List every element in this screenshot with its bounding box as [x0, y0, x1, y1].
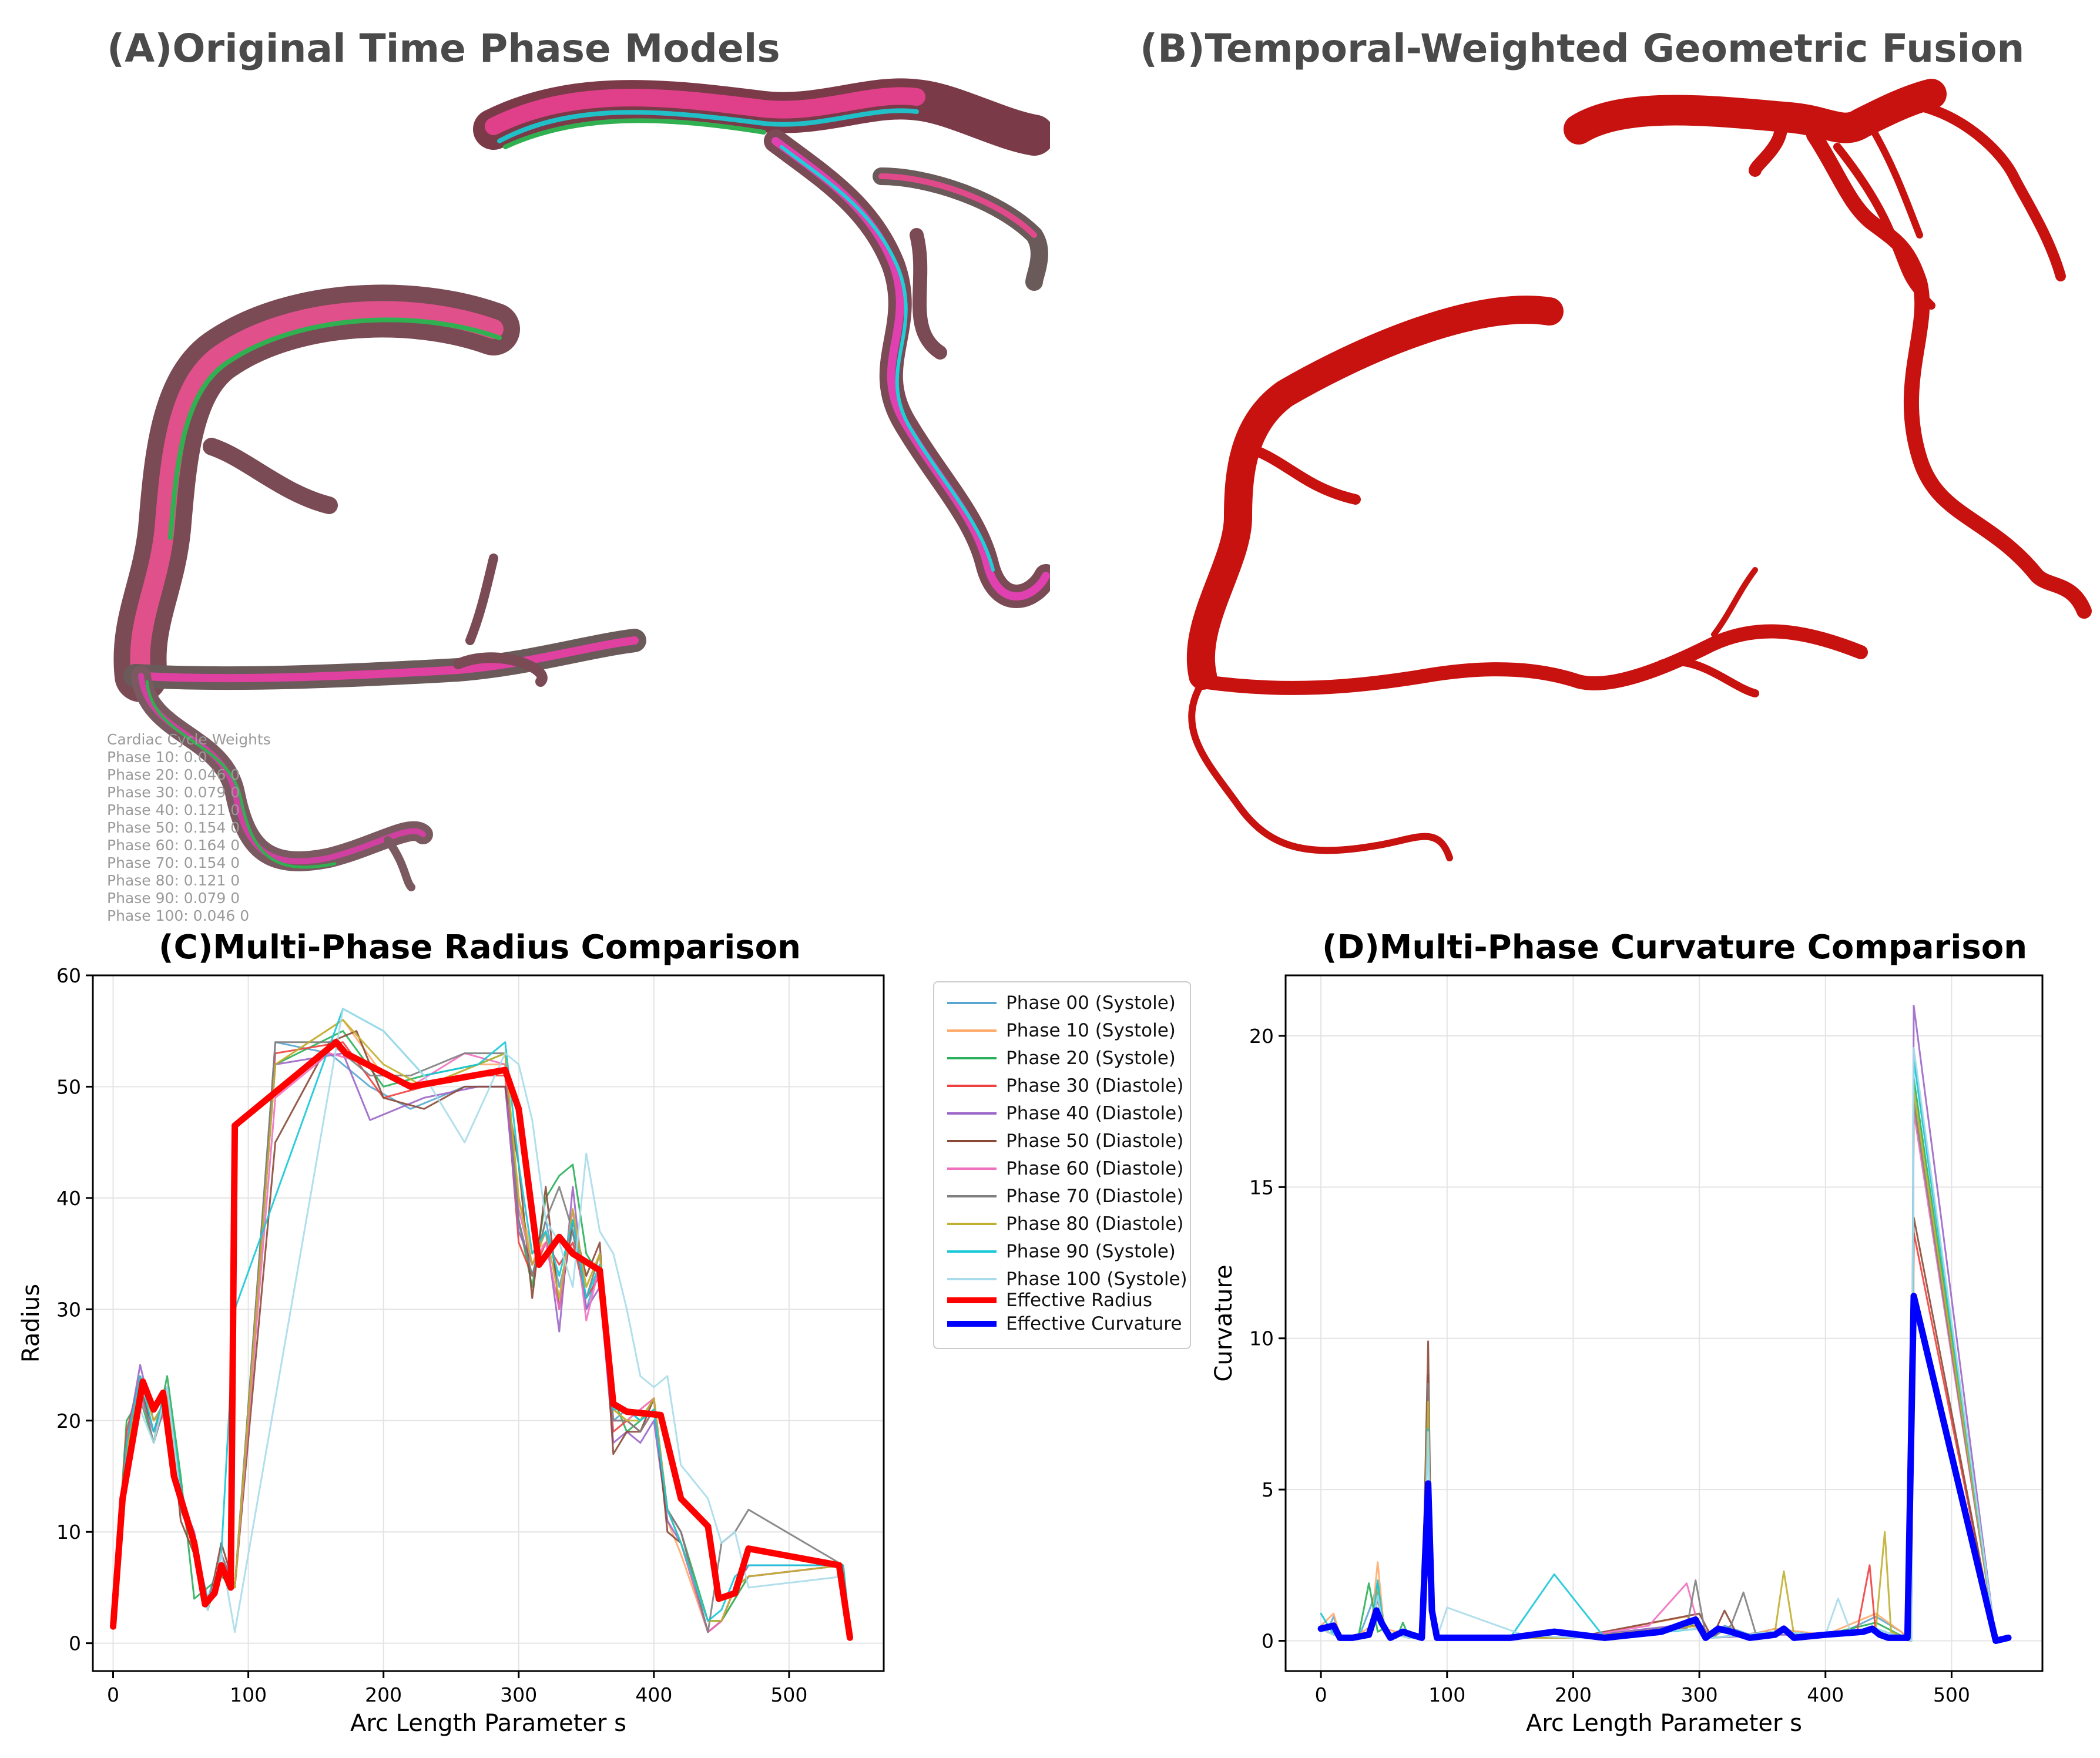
- y-tick-label: 50: [56, 1075, 81, 1098]
- legend-swatch: [947, 1002, 997, 1004]
- legend-swatch: [947, 1250, 997, 1253]
- series-line-11: [110, 1039, 853, 1641]
- y-tick-label: 30: [56, 1298, 81, 1321]
- legend-label: Phase 90 (Systole): [1006, 1241, 1176, 1262]
- legend-swatch: [947, 1057, 997, 1059]
- y-tick-label: 10: [56, 1521, 81, 1544]
- legend-label: Effective Curvature: [1006, 1313, 1182, 1334]
- legend-item: Phase 30 (Diastole): [947, 1072, 1183, 1099]
- legend-item: Phase 00 (Systole): [947, 989, 1176, 1016]
- x-tick-label: 400: [635, 1683, 672, 1706]
- phase-weight-line: Phase 60: 0.164 0: [107, 837, 240, 854]
- legend-label: Phase 70 (Diastole): [1006, 1186, 1184, 1207]
- y-tick-label: 20: [56, 1410, 81, 1432]
- legend-item: Phase 100 (Systole): [947, 1266, 1187, 1293]
- x-tick-label: 500: [770, 1683, 807, 1706]
- y-axis-label: Radius: [18, 1284, 45, 1363]
- legend-item: Phase 40 (Diastole): [947, 1100, 1183, 1127]
- legend-item: Phase 80 (Diastole): [947, 1210, 1183, 1237]
- y-tick-label: 10: [1249, 1327, 1274, 1350]
- legend-item: Phase 60 (Diastole): [947, 1155, 1183, 1182]
- chart-legend: Phase 00 (Systole) Phase 10 (Systole) Phas…: [933, 981, 1191, 1349]
- x-tick-label: 200: [365, 1683, 402, 1706]
- phase-weight-line: Phase 30: 0.079 0: [107, 784, 240, 801]
- chart-d-title: (D)Multi-Phase Curvature Comparison: [1322, 928, 2028, 967]
- x-axis-label: Arc Length Parameter s: [1526, 1710, 1802, 1737]
- legend-swatch: [947, 1029, 997, 1032]
- plot-frame: [92, 974, 885, 1672]
- legend-item: Phase 20 (Systole): [947, 1045, 1176, 1072]
- series-group: [110, 1008, 853, 1641]
- phase-weight-line: Phase 20: 0.046 0: [107, 766, 240, 783]
- legend-item: Effective Radius: [947, 1287, 1152, 1314]
- y-tick-label: 15: [1249, 1176, 1274, 1199]
- phase-weight-line: Phase 80: 0.121 0: [107, 872, 240, 889]
- x-tick-label: 0: [1315, 1683, 1327, 1706]
- grid: [1286, 975, 2042, 1671]
- x-tick-label: 500: [1933, 1683, 1970, 1706]
- legend-swatch: [947, 1223, 997, 1225]
- legend-label: Phase 40 (Diastole): [1006, 1103, 1184, 1124]
- legend-swatch: [947, 1321, 997, 1327]
- plot-frame: [1284, 974, 2044, 1672]
- legend-item: Phase 90 (Systole): [947, 1238, 1176, 1265]
- fused-vessel-tree: [1186, 79, 2092, 861]
- legend-label: Phase 00 (Systole): [1006, 992, 1176, 1014]
- phase-weight-line: Phase 10: 0.0: [107, 749, 207, 766]
- phase-weights-overlay: Cardiac Cycle Weights Phase 10: 0.0 Phase …: [107, 731, 271, 925]
- y-axis-label: Curvature: [1210, 1264, 1237, 1381]
- y-tick-label: 40: [56, 1187, 81, 1210]
- x-tick-label: 400: [1807, 1683, 1844, 1706]
- y-tick-label: 5: [1262, 1478, 1274, 1501]
- legend-swatch: [947, 1278, 997, 1280]
- y-tick-label: 20: [1249, 1025, 1274, 1048]
- phase-weight-line: Phase 90: 0.079 0: [107, 890, 240, 907]
- legend-label: Phase 30 (Diastole): [1006, 1075, 1184, 1096]
- y-tick-label: 60: [56, 964, 81, 987]
- phase-weight-line: Phase 50: 0.154 0: [107, 819, 240, 836]
- legend-swatch: [947, 1167, 997, 1170]
- legend-swatch: [947, 1297, 997, 1303]
- phase-weight-line: Phase 100: 0.046 0: [107, 907, 250, 924]
- chart-c-title: (C)Multi-Phase Radius Comparison: [159, 928, 801, 967]
- panel-a-title: (A)Original Time Phase Models: [107, 26, 780, 71]
- legend-item: Effective Curvature: [947, 1310, 1182, 1337]
- legend-swatch: [947, 1140, 997, 1142]
- fused-model-render: [1186, 79, 2092, 861]
- legend-label: Phase 50 (Diastole): [1006, 1130, 1184, 1152]
- series-line-2: [112, 1030, 851, 1633]
- phase-weight-line: Phase 70: 0.154 0: [107, 854, 240, 871]
- series-group: [1317, 1005, 2012, 1644]
- legend-swatch: [947, 1112, 997, 1115]
- legend-label: Effective Radius: [1006, 1290, 1153, 1311]
- legend-swatch: [947, 1195, 997, 1197]
- x-tick-label: 0: [107, 1683, 119, 1706]
- panel-b-title: (B)Temporal-Weighted Geometric Fusion: [1140, 26, 2025, 71]
- x-tick-label: 100: [1428, 1683, 1465, 1706]
- legend-item: Phase 10 (Systole): [947, 1017, 1176, 1044]
- vessel-bundle-top: [473, 78, 1050, 608]
- legend-label: Phase 80 (Diastole): [1006, 1213, 1184, 1234]
- legend-swatch: [947, 1085, 997, 1087]
- legend-label: Phase 60 (Diastole): [1006, 1158, 1184, 1179]
- y-tick-label: 0: [69, 1632, 81, 1655]
- x-tick-label: 100: [230, 1683, 267, 1706]
- y-tick-label: 0: [1262, 1630, 1274, 1653]
- phase-models-render: [113, 78, 1050, 891]
- phase-weight-line: Cardiac Cycle Weights: [107, 731, 271, 748]
- legend-label: Phase 100 (Systole): [1006, 1269, 1187, 1290]
- x-axis-label: Arc Length Parameter s: [350, 1710, 626, 1737]
- x-tick-label: 300: [500, 1683, 537, 1706]
- legend-label: Phase 10 (Systole): [1006, 1020, 1176, 1041]
- phase-weight-line: Phase 40: 0.121 0: [107, 801, 240, 818]
- legend-label: Phase 20 (Systole): [1006, 1048, 1176, 1069]
- legend-item: Phase 70 (Diastole): [947, 1183, 1183, 1210]
- vessel-bundle-left: [113, 284, 646, 891]
- legend-item: Phase 50 (Diastole): [947, 1128, 1183, 1155]
- x-tick-label: 300: [1681, 1683, 1718, 1706]
- x-tick-label: 200: [1555, 1683, 1592, 1706]
- series-line-11: [1317, 1293, 2012, 1644]
